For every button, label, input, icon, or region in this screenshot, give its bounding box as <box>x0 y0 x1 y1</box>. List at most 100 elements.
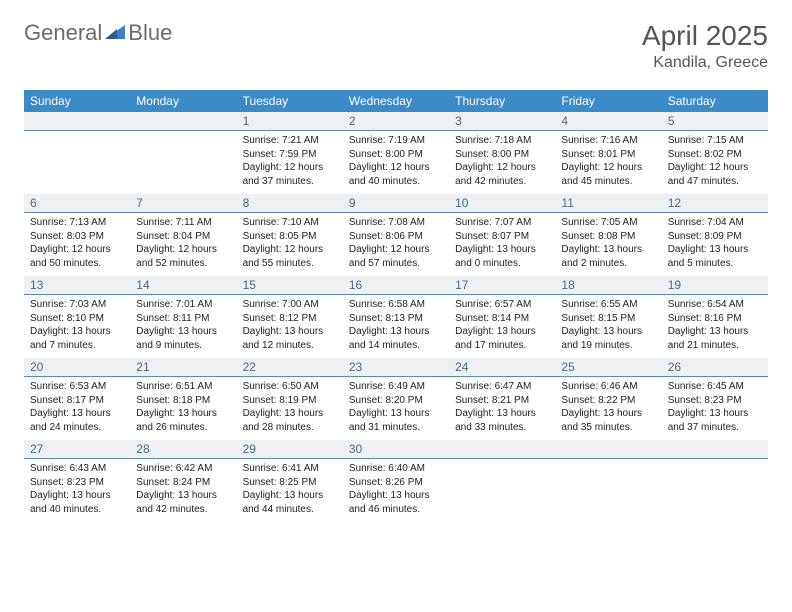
sunset-text: Sunset: 8:08 PM <box>561 230 655 244</box>
sunrise-text: Sunrise: 6:51 AM <box>136 380 230 394</box>
calendar-cell: 12Sunrise: 7:04 AMSunset: 8:09 PMDayligh… <box>662 194 768 276</box>
calendar-cell: 21Sunrise: 6:51 AMSunset: 8:18 PMDayligh… <box>130 358 236 440</box>
day-body: Sunrise: 6:58 AMSunset: 8:13 PMDaylight:… <box>343 295 449 358</box>
sunset-text: Sunset: 8:18 PM <box>136 394 230 408</box>
calendar-cell: 10Sunrise: 7:07 AMSunset: 8:07 PMDayligh… <box>449 194 555 276</box>
sunrise-text: Sunrise: 6:46 AM <box>561 380 655 394</box>
sunrise-text: Sunrise: 6:49 AM <box>349 380 443 394</box>
day-body: Sunrise: 6:49 AMSunset: 8:20 PMDaylight:… <box>343 377 449 440</box>
sunrise-text: Sunrise: 7:03 AM <box>30 298 124 312</box>
day-number-empty <box>555 440 661 459</box>
calendar-row: 20 Sunrise: 6:53 AMSunset: 8:17 PM Dayligh… <box>24 358 768 440</box>
calendar-table: SundayMondayTuesdayWednesdayThursdayFrid… <box>24 90 768 522</box>
sunrise-text: Sunrise: 7:00 AM <box>243 298 337 312</box>
day-number: 9 <box>343 194 449 213</box>
sunrise-text: Sunrise: 7:04 AM <box>668 216 762 230</box>
day-body: Sunrise: 6:54 AMSunset: 8:16 PMDaylight:… <box>662 295 768 358</box>
sunrise-text: Sunrise: 6:41 AM <box>243 462 337 476</box>
sunrise-text: Sunrise: 6:54 AM <box>668 298 762 312</box>
month-title: April 2025 <box>642 20 768 52</box>
day-body-empty <box>24 131 130 140</box>
sunset-text: Sunset: 8:17 PM <box>30 394 124 408</box>
day-number: 20 <box>24 358 130 377</box>
sunrise-text: Sunrise: 7:15 AM <box>668 134 762 148</box>
calendar-cell: 4Sunrise: 7:16 AMSunset: 8:01 PMDaylight… <box>555 112 661 194</box>
calendar-cell: 14Sunrise: 7:01 AMSunset: 8:11 PMDayligh… <box>130 276 236 358</box>
daylight-text: Daylight: 12 hours and 57 minutes. <box>349 243 443 270</box>
day-number: 29 <box>237 440 343 459</box>
calendar-cell: 11Sunrise: 7:05 AMSunset: 8:08 PMDayligh… <box>555 194 661 276</box>
calendar-cell: 28Sunrise: 6:42 AMSunset: 8:24 PMDayligh… <box>130 440 236 522</box>
daylight-text: Daylight: 12 hours and 45 minutes. <box>561 161 655 188</box>
calendar-cell: 1Sunrise: 7:21 AMSunset: 7:59 PMDaylight… <box>237 112 343 194</box>
daylight-text: Daylight: 13 hours and 35 minutes. <box>561 407 655 434</box>
day-body: Sunrise: 6:50 AMSunset: 8:19 PMDaylight:… <box>237 377 343 440</box>
day-number: 24 <box>449 358 555 377</box>
day-number-empty <box>24 112 130 131</box>
sunrise-text: Sunrise: 7:13 AM <box>30 216 124 230</box>
daylight-text: Daylight: 12 hours and 42 minutes. <box>455 161 549 188</box>
calendar-cell: 6Sunrise: 7:13 AMSunset: 8:03 PMDaylight… <box>24 194 130 276</box>
day-number-empty <box>130 112 236 131</box>
calendar-cell: 8Sunrise: 7:10 AMSunset: 8:05 PMDaylight… <box>237 194 343 276</box>
daylight-text: Daylight: 13 hours and 0 minutes. <box>455 243 549 270</box>
day-body: Sunrise: 7:15 AMSunset: 8:02 PMDaylight:… <box>662 131 768 194</box>
sunset-text: Sunset: 8:15 PM <box>561 312 655 326</box>
sunrise-text: Sunrise: 7:05 AM <box>561 216 655 230</box>
sunset-text: Sunset: 8:10 PM <box>30 312 124 326</box>
sunset-text: Sunset: 8:23 PM <box>30 476 124 490</box>
day-body: Sunrise: 7:05 AMSunset: 8:08 PMDaylight:… <box>555 213 661 276</box>
daylight-text: Daylight: 12 hours and 52 minutes. <box>136 243 230 270</box>
calendar-cell <box>449 440 555 522</box>
sunset-text: Sunset: 8:19 PM <box>243 394 337 408</box>
daylight-text: Daylight: 13 hours and 17 minutes. <box>455 325 549 352</box>
day-number: 22 <box>237 358 343 377</box>
calendar-cell: 15Sunrise: 7:00 AMSunset: 8:12 PMDayligh… <box>237 276 343 358</box>
daylight-text: Daylight: 12 hours and 37 minutes. <box>243 161 337 188</box>
calendar-cell <box>662 440 768 522</box>
weekday-header: Monday <box>130 90 236 112</box>
day-body: Sunrise: 7:13 AMSunset: 8:03 PMDaylight:… <box>24 213 130 276</box>
day-number: 25 <box>555 358 661 377</box>
daylight-text: Daylight: 13 hours and 2 minutes. <box>561 243 655 270</box>
day-body: Sunrise: 6:46 AMSunset: 8:22 PMDaylight:… <box>555 377 661 440</box>
sunrise-text: Sunrise: 7:01 AM <box>136 298 230 312</box>
daylight-text: Daylight: 13 hours and 31 minutes. <box>349 407 443 434</box>
sunset-text: Sunset: 8:11 PM <box>136 312 230 326</box>
day-number: 30 <box>343 440 449 459</box>
sunset-text: Sunset: 8:22 PM <box>561 394 655 408</box>
day-body-empty <box>130 131 236 140</box>
sunrise-text: Sunrise: 6:43 AM <box>30 462 124 476</box>
calendar-cell: 24Sunrise: 6:47 AMSunset: 8:21 PMDayligh… <box>449 358 555 440</box>
sunset-text: Sunset: 8:12 PM <box>243 312 337 326</box>
sunset-text: Sunset: 8:09 PM <box>668 230 762 244</box>
sunrise-text: Sunrise: 7:08 AM <box>349 216 443 230</box>
sunset-text: Sunset: 8:06 PM <box>349 230 443 244</box>
day-body: Sunrise: 6:55 AMSunset: 8:15 PMDaylight:… <box>555 295 661 358</box>
day-number: 6 <box>24 194 130 213</box>
sunrise-text: Sunrise: 7:18 AM <box>455 134 549 148</box>
day-body: Sunrise: 7:01 AMSunset: 8:11 PMDaylight:… <box>130 295 236 358</box>
day-body: Sunrise: 7:21 AMSunset: 7:59 PMDaylight:… <box>237 131 343 194</box>
day-body: Sunrise: 7:03 AMSunset: 8:10 PMDaylight:… <box>24 295 130 358</box>
day-number-empty <box>449 440 555 459</box>
day-number: 10 <box>449 194 555 213</box>
day-body: Sunrise: 7:18 AMSunset: 8:00 PMDaylight:… <box>449 131 555 194</box>
day-number: 23 <box>343 358 449 377</box>
day-number-empty <box>662 440 768 459</box>
day-body: Sunrise: 6:51 AMSunset: 8:18 PMDaylight:… <box>130 377 236 440</box>
daylight-text: Daylight: 13 hours and 26 minutes. <box>136 407 230 434</box>
day-number: 1 <box>237 112 343 131</box>
daylight-text: Daylight: 13 hours and 42 minutes. <box>136 489 230 516</box>
day-number: 7 <box>130 194 236 213</box>
calendar-cell: 23Sunrise: 6:49 AMSunset: 8:20 PMDayligh… <box>343 358 449 440</box>
day-number: 28 <box>130 440 236 459</box>
day-body: Sunrise: 6:42 AMSunset: 8:24 PMDaylight:… <box>130 459 236 522</box>
day-number: 16 <box>343 276 449 295</box>
weekday-header: Saturday <box>662 90 768 112</box>
title-block: April 2025 Kandila, Greece <box>642 20 768 72</box>
sunrise-text: Sunrise: 6:53 AM <box>30 380 124 394</box>
sunset-text: Sunset: 8:14 PM <box>455 312 549 326</box>
sunrise-text: Sunrise: 6:55 AM <box>561 298 655 312</box>
day-number: 18 <box>555 276 661 295</box>
